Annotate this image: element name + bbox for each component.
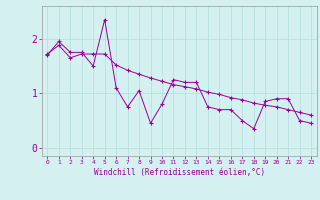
X-axis label: Windchill (Refroidissement éolien,°C): Windchill (Refroidissement éolien,°C) xyxy=(94,168,265,177)
